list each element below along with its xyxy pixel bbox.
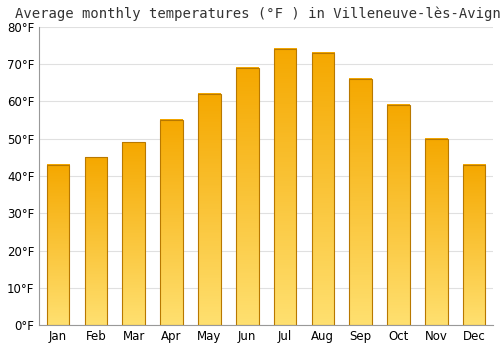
Bar — [236, 68, 258, 325]
Bar — [312, 53, 334, 325]
Bar — [46, 165, 70, 325]
Bar — [198, 94, 220, 325]
Bar — [274, 49, 296, 325]
Bar — [425, 139, 448, 325]
Bar — [463, 165, 485, 325]
Bar — [122, 142, 145, 325]
Bar — [350, 79, 372, 325]
Bar — [84, 158, 108, 325]
Bar — [160, 120, 183, 325]
Bar — [387, 105, 410, 325]
Title: Average monthly temperatures (°F ) in Villeneuve-lès-Avignon: Average monthly temperatures (°F ) in Vi… — [15, 7, 500, 21]
